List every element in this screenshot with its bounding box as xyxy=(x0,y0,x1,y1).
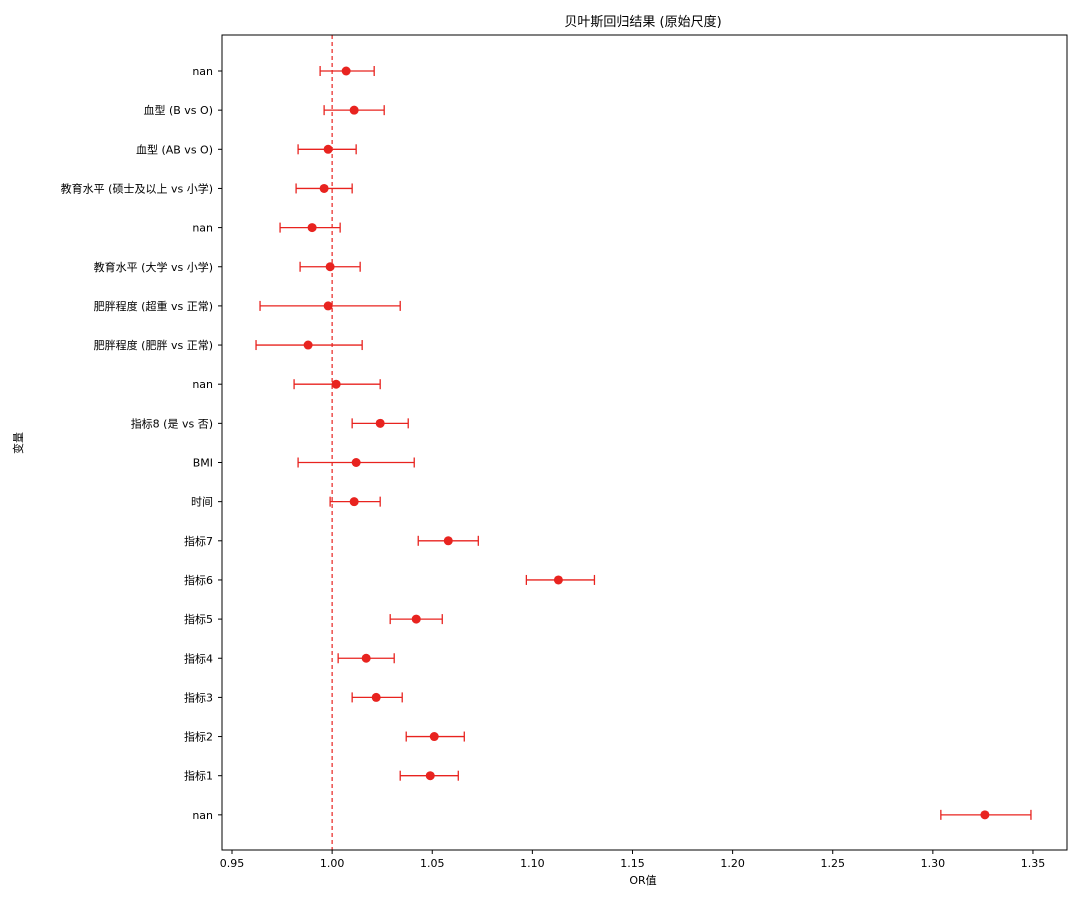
data-point xyxy=(323,144,333,154)
x-tick-label: 1.20 xyxy=(720,857,745,870)
y-tick-label: nan xyxy=(192,809,213,822)
x-tick-label: 1.05 xyxy=(420,857,445,870)
data-point xyxy=(411,614,421,624)
y-tick-label: 指标2 xyxy=(184,730,213,744)
data-point xyxy=(307,223,317,233)
y-tick-label: 指标8 (是 vs 否) xyxy=(131,416,213,430)
y-tick-label: 时间 xyxy=(191,496,213,509)
y-tick-label: nan xyxy=(192,222,213,235)
x-tick-label: 1.25 xyxy=(820,857,845,870)
y-tick-label: 教育水平 (硕士及以上 vs 小学) xyxy=(61,181,213,195)
y-tick-label: 肥胖程度 (肥胖 vs 正常) xyxy=(94,338,213,352)
y-tick-label: 血型 (AB vs O) xyxy=(136,142,213,156)
data-point xyxy=(443,536,453,546)
data-point xyxy=(331,379,341,389)
x-tick-label: 1.15 xyxy=(620,857,645,870)
data-point xyxy=(375,418,385,428)
data-point xyxy=(325,262,335,272)
data-point xyxy=(429,732,439,742)
y-tick-label: 血型 (B vs O) xyxy=(143,103,213,117)
y-tick-label: 指标4 xyxy=(184,651,213,665)
plot-area xyxy=(255,35,1032,850)
y-axis-label: 变量 xyxy=(11,432,25,454)
x-axis: 0.95 1.00 1.05 1.10 1.15 1.20 1.25 1.30 1.35 xyxy=(220,850,1045,870)
data-point xyxy=(425,771,435,781)
data-point xyxy=(323,301,333,311)
data-point xyxy=(349,105,359,115)
y-tick-label: 教育水平 (大学 vs 小学) xyxy=(94,260,213,274)
x-axis-label: OR值 xyxy=(629,874,656,887)
data-point xyxy=(980,810,990,820)
y-tick-label: 指标7 xyxy=(184,534,213,548)
data-point xyxy=(553,575,563,585)
y-tick-label: 指标5 xyxy=(184,612,213,626)
y-tick-label: nan xyxy=(192,65,213,78)
y-tick-label: 指标6 xyxy=(184,573,213,587)
x-tick-label: 1.30 xyxy=(921,857,946,870)
y-tick-label: 指标3 xyxy=(184,690,213,704)
data-point xyxy=(361,653,371,663)
y-axis: nan 血型 (B vs O) 血型 (AB vs O) 教育水平 (硕士及以上 vs… xyxy=(61,65,222,822)
y-tick-label: 指标1 xyxy=(184,769,213,783)
data-point xyxy=(319,183,329,193)
x-tick-label: 1.00 xyxy=(320,857,345,870)
x-tick-label: 1.10 xyxy=(520,857,545,870)
data-point xyxy=(371,692,381,702)
plot-frame xyxy=(221,34,1068,851)
data-point xyxy=(341,66,351,76)
data-point xyxy=(303,340,313,350)
x-tick-label: 1.35 xyxy=(1021,857,1046,870)
x-tick-label: 0.95 xyxy=(220,857,245,870)
y-tick-label: BMI xyxy=(193,457,213,470)
chart-title: 贝叶斯回归结果 (原始尺度) xyxy=(564,14,721,30)
y-tick-label: 肥胖程度 (超重 vs 正常) xyxy=(94,299,213,313)
data-point xyxy=(351,458,361,467)
y-tick-label: nan xyxy=(192,378,213,391)
data-point xyxy=(349,497,359,507)
